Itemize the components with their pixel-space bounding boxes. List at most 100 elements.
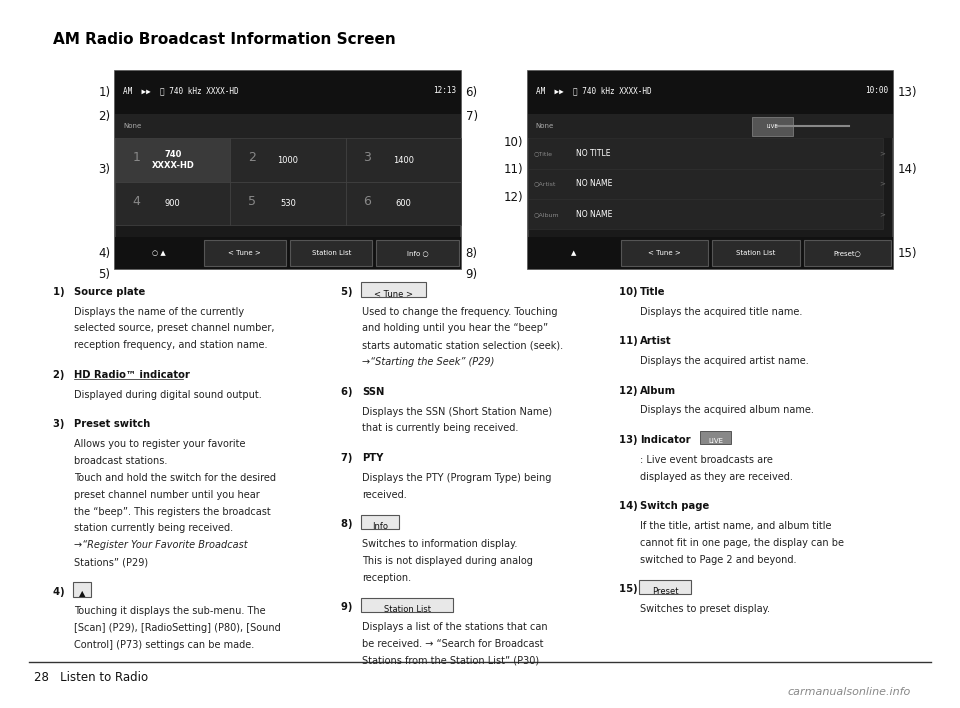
Text: AM Radio Broadcast Information Screen: AM Radio Broadcast Information Screen xyxy=(53,32,396,47)
Text: Displays the PTY (Program Type) being: Displays the PTY (Program Type) being xyxy=(362,473,551,483)
Text: 10): 10) xyxy=(504,136,523,149)
Text: If the title, artist name, and album title: If the title, artist name, and album tit… xyxy=(640,521,831,531)
FancyBboxPatch shape xyxy=(701,431,732,444)
Text: 1000: 1000 xyxy=(277,156,299,164)
Text: >: > xyxy=(879,150,885,156)
Text: Displays the acquired title name.: Displays the acquired title name. xyxy=(640,307,803,316)
Text: ○ ▲: ○ ▲ xyxy=(152,250,165,256)
Text: 15): 15) xyxy=(898,246,917,260)
Text: 2): 2) xyxy=(53,370,67,380)
Text: This is not displayed during analog: This is not displayed during analog xyxy=(362,556,533,566)
Text: Artist: Artist xyxy=(640,336,672,346)
Bar xyxy=(528,199,883,229)
Text: 1: 1 xyxy=(132,152,140,164)
Text: Displays the acquired album name.: Displays the acquired album name. xyxy=(640,406,814,416)
Text: 6): 6) xyxy=(466,86,478,99)
Text: Displays a list of the stations that can: Displays a list of the stations that can xyxy=(362,622,547,632)
Text: Switch page: Switch page xyxy=(640,501,709,511)
Text: ○Title: ○Title xyxy=(534,151,553,156)
FancyBboxPatch shape xyxy=(639,580,691,594)
Text: AM  ▶▶  ① 740 kHz XXXX-HD: AM ▶▶ ① 740 kHz XXXX-HD xyxy=(123,86,238,95)
Text: 5): 5) xyxy=(98,268,110,281)
Text: 8): 8) xyxy=(466,246,477,260)
Text: NO NAME: NO NAME xyxy=(576,210,612,219)
Text: ○Album: ○Album xyxy=(534,212,560,217)
FancyBboxPatch shape xyxy=(712,240,800,266)
Text: 12): 12) xyxy=(504,191,523,204)
Text: that is currently being received.: that is currently being received. xyxy=(362,423,518,433)
Text: be received. → “Search for Broadcast: be received. → “Search for Broadcast xyxy=(362,639,543,649)
Text: Switches to preset display.: Switches to preset display. xyxy=(640,604,770,615)
Text: None: None xyxy=(123,123,141,130)
Text: 4): 4) xyxy=(98,246,110,260)
Text: 15): 15) xyxy=(619,584,641,595)
Text: ▲: ▲ xyxy=(79,590,85,598)
Text: Displayed during digital sound output.: Displayed during digital sound output. xyxy=(74,389,262,400)
Text: None: None xyxy=(536,123,554,130)
Text: cannot fit in one page, the display can be: cannot fit in one page, the display can … xyxy=(640,538,845,548)
FancyBboxPatch shape xyxy=(528,71,893,269)
Text: 13): 13) xyxy=(619,435,641,445)
Text: 10:00: 10:00 xyxy=(865,86,888,95)
Text: 14): 14) xyxy=(898,164,917,176)
Text: 530: 530 xyxy=(280,199,296,208)
Bar xyxy=(528,71,893,115)
Text: : Live event broadcasts are: : Live event broadcasts are xyxy=(640,455,773,465)
Text: →“Starting the Seek” (P29): →“Starting the Seek” (P29) xyxy=(362,357,494,367)
Text: carmanualsonline.info: carmanualsonline.info xyxy=(787,687,910,697)
Text: preset channel number until you hear: preset channel number until you hear xyxy=(74,490,259,500)
Text: 12:13: 12:13 xyxy=(433,86,456,95)
Bar xyxy=(230,138,346,182)
FancyBboxPatch shape xyxy=(73,583,91,597)
Text: Used to change the frequency. Touching: Used to change the frequency. Touching xyxy=(362,307,558,316)
Bar xyxy=(115,237,461,269)
Text: broadcast stations.: broadcast stations. xyxy=(74,456,167,466)
Text: Switches to information display.: Switches to information display. xyxy=(362,539,517,549)
Text: >: > xyxy=(879,181,885,187)
Text: 1): 1) xyxy=(53,287,68,297)
FancyBboxPatch shape xyxy=(204,240,286,266)
Text: station currently being received.: station currently being received. xyxy=(74,523,233,533)
Text: 6: 6 xyxy=(363,195,371,208)
Text: Station List: Station List xyxy=(384,605,430,615)
Text: displayed as they are received.: displayed as they are received. xyxy=(640,472,793,481)
Text: reception.: reception. xyxy=(362,573,411,583)
FancyBboxPatch shape xyxy=(621,240,708,266)
Text: Title: Title xyxy=(640,287,666,297)
Text: NO NAME: NO NAME xyxy=(576,179,612,188)
FancyBboxPatch shape xyxy=(753,117,793,136)
Text: Stations” (P29): Stations” (P29) xyxy=(74,557,148,567)
Text: 6): 6) xyxy=(341,387,356,396)
Text: switched to Page 2 and beyond.: switched to Page 2 and beyond. xyxy=(640,555,797,565)
Text: Info ○: Info ○ xyxy=(407,250,428,256)
Text: Source plate: Source plate xyxy=(74,287,145,297)
Text: Touch and hold the switch for the desired: Touch and hold the switch for the desire… xyxy=(74,473,276,483)
Text: Displays the name of the currently: Displays the name of the currently xyxy=(74,307,244,316)
Text: 600: 600 xyxy=(396,199,411,208)
Text: Info: Info xyxy=(372,522,388,531)
Text: 740
XXXX-HD: 740 XXXX-HD xyxy=(152,150,194,170)
Text: Displays the SSN (Short Station Name): Displays the SSN (Short Station Name) xyxy=(362,406,552,416)
Bar xyxy=(528,115,893,138)
Text: 8): 8) xyxy=(341,519,356,530)
Text: LIVE: LIVE xyxy=(708,438,723,444)
Bar xyxy=(115,182,230,225)
FancyBboxPatch shape xyxy=(290,240,372,266)
Bar xyxy=(230,182,346,225)
Bar xyxy=(528,138,883,169)
Text: 14): 14) xyxy=(619,501,641,511)
Text: 12): 12) xyxy=(619,386,641,396)
Text: < Tune >: < Tune > xyxy=(374,290,413,299)
Bar xyxy=(115,115,461,138)
Text: 2: 2 xyxy=(248,152,255,164)
Bar xyxy=(528,169,883,199)
Text: Station List: Station List xyxy=(311,250,351,256)
FancyBboxPatch shape xyxy=(115,71,461,269)
Text: 7): 7) xyxy=(341,453,355,463)
FancyBboxPatch shape xyxy=(361,515,399,529)
Text: ▲: ▲ xyxy=(571,250,576,256)
Text: 7): 7) xyxy=(466,110,478,123)
Text: starts automatic station selection (seek).: starts automatic station selection (seek… xyxy=(362,341,564,350)
Text: Stations from the Station List” (P30): Stations from the Station List” (P30) xyxy=(362,656,540,666)
Text: HD Radio™ indicator: HD Radio™ indicator xyxy=(74,370,190,380)
